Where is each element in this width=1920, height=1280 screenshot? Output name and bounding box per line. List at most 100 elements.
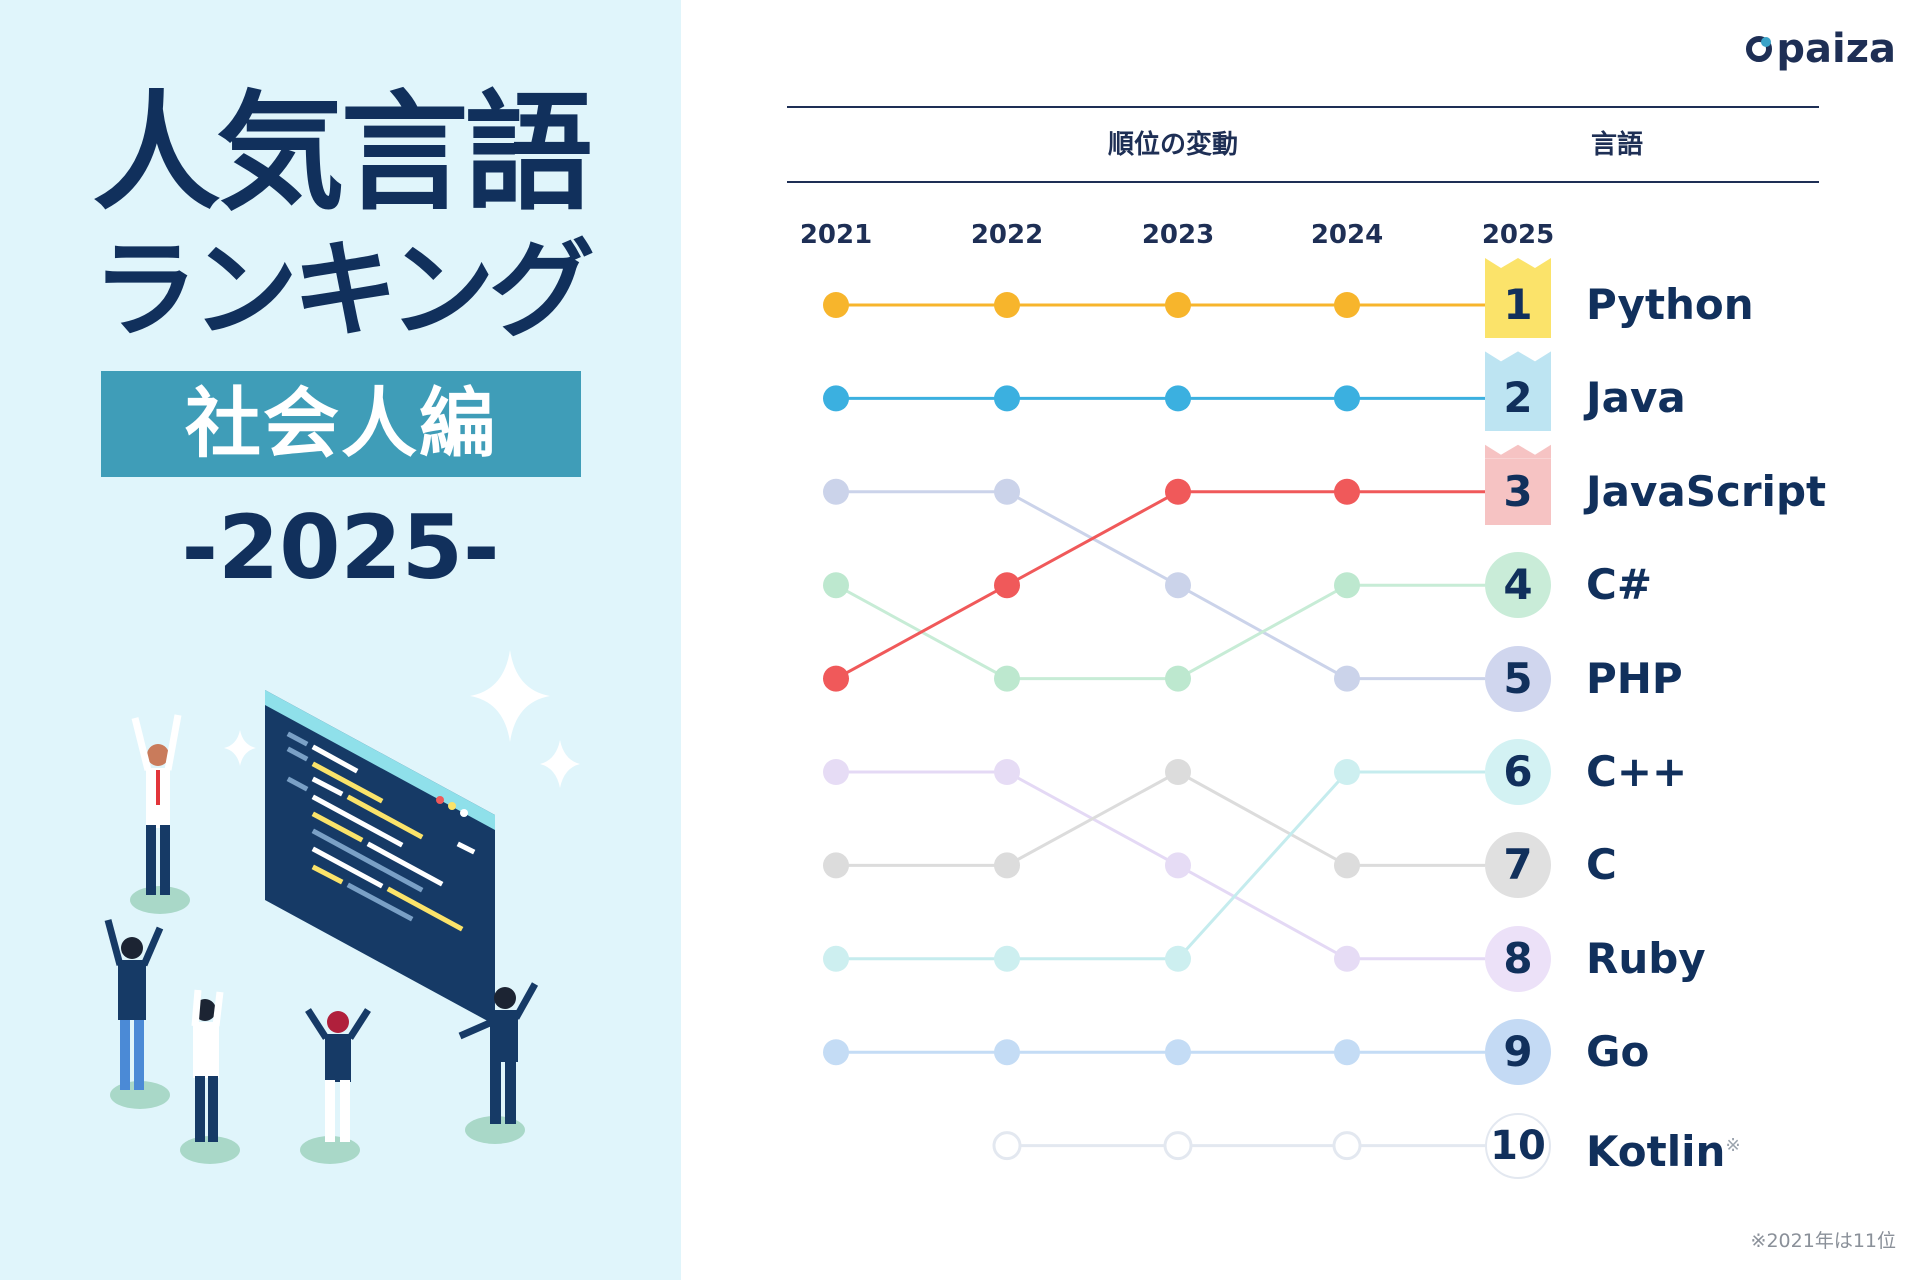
language-name: Kotlin※: [1586, 1113, 1741, 1185]
code-monitor-icon: [265, 690, 495, 1025]
rank-point: [994, 572, 1020, 599]
rank-point: [1165, 478, 1191, 505]
rank-point: [823, 292, 849, 318]
rank-badge: 3: [1485, 458, 1551, 525]
rank-point: [994, 945, 1020, 972]
language-name: Go: [1586, 1019, 1649, 1085]
person-icon: [104, 919, 170, 1109]
sparkle-icon: [470, 650, 550, 742]
rank-point: [1165, 852, 1191, 879]
rank-point: [823, 385, 849, 412]
rank-point: [1165, 385, 1191, 412]
rank-badge: 9: [1485, 1019, 1551, 1086]
language-label: C#: [1586, 560, 1653, 610]
year-title: -2025-: [181, 496, 500, 599]
language-label: Go: [1586, 1027, 1650, 1077]
header-bottom-rule: [787, 181, 1819, 183]
rank-point: [1165, 665, 1191, 692]
rank-point: [823, 665, 849, 692]
rank-point: [1163, 1131, 1193, 1161]
crown-icon: [1485, 258, 1551, 272]
rank-point: [994, 852, 1020, 879]
rank-badge: 4: [1485, 552, 1551, 619]
person-icon: [458, 982, 539, 1144]
rank-point: [823, 945, 849, 972]
title-line2: ランキング: [92, 229, 595, 352]
language-label: C: [1586, 840, 1617, 890]
language-name: Python: [1586, 272, 1754, 338]
language-name: Java: [1586, 365, 1686, 431]
rank-point: [994, 1039, 1020, 1066]
series-line: [836, 770, 1485, 867]
year-label: 2024: [1310, 220, 1384, 250]
language-label: C++: [1586, 747, 1688, 796]
rank-point: [823, 852, 849, 879]
language-label: Ruby: [1586, 933, 1706, 983]
sparkle-icon: [540, 740, 580, 788]
note-mark: ※: [1725, 1134, 1741, 1156]
rank-point: [994, 759, 1020, 785]
rank-point: [823, 478, 849, 505]
rank-badge: 1: [1485, 272, 1551, 338]
left-panel: 人気言語 ランキング 社会人編 -2025-: [0, 0, 681, 1280]
rank-point: [1334, 385, 1360, 412]
rank-point: [1334, 478, 1360, 505]
person-icon: [180, 989, 240, 1164]
language-label: Python: [1586, 280, 1754, 329]
header-top-rule: [787, 106, 1819, 108]
logo-text: paiza: [1776, 26, 1896, 72]
language-label: PHP: [1586, 653, 1683, 703]
edition-label: 社会人編: [101, 371, 581, 477]
title-line1: 人気言語: [92, 79, 592, 228]
paiza-logo-icon: [1746, 36, 1773, 62]
person-icon: [130, 714, 190, 914]
rank-point: [994, 292, 1020, 318]
language-name: PHP: [1586, 646, 1683, 712]
rank-badge: 10: [1485, 1112, 1551, 1179]
rank-point: [823, 759, 849, 785]
rank-point: [1334, 1039, 1360, 1066]
sparkle-icon: [224, 730, 256, 766]
rank-point: [1165, 292, 1191, 318]
rank-point: [1332, 1131, 1362, 1161]
rank-badge: 7: [1485, 832, 1551, 899]
rank-point: [992, 1131, 1022, 1161]
rank-point: [1334, 292, 1360, 318]
rank-point: [1334, 852, 1360, 879]
celebration-illustration: [104, 650, 580, 1164]
crown-icon: [1485, 444, 1551, 459]
rank-point: [1334, 945, 1360, 972]
rank-point: [1334, 572, 1360, 599]
series-line: [835, 583, 1485, 681]
year-label: 2021: [799, 220, 873, 250]
year-label: 2025: [1481, 220, 1555, 250]
rank-point: [1334, 759, 1360, 785]
rank-point: [823, 572, 849, 599]
rank-point: [823, 1039, 849, 1066]
rank-point: [1165, 759, 1191, 785]
language-name: Ruby: [1586, 926, 1706, 992]
rank-point: [994, 665, 1020, 692]
language-label: Java: [1586, 373, 1686, 423]
rank-change-header: 順位の変動: [1108, 130, 1239, 160]
rank-point: [1334, 665, 1360, 692]
language-name: C: [1586, 832, 1617, 898]
crown-icon: [1485, 351, 1551, 366]
year-label: 2023: [1141, 220, 1215, 250]
rank-badge: 6: [1485, 739, 1551, 805]
rank-badge: 8: [1485, 925, 1551, 992]
year-label: 2022: [970, 220, 1044, 250]
language-header: 言語: [1591, 130, 1644, 160]
language-label: JavaScript: [1586, 466, 1827, 516]
rank-point: [1165, 572, 1191, 599]
person-icon: [300, 1008, 371, 1164]
rank-point: [994, 385, 1020, 412]
language-label: Kotlin: [1586, 1126, 1726, 1176]
rank-badge: 5: [1485, 645, 1551, 712]
rank-badge: 2: [1485, 365, 1551, 432]
language-name: JavaScript: [1586, 459, 1826, 525]
paiza-logo: paiza: [1746, 26, 1896, 72]
rank-point: [994, 478, 1020, 505]
language-name: C#: [1586, 552, 1652, 618]
